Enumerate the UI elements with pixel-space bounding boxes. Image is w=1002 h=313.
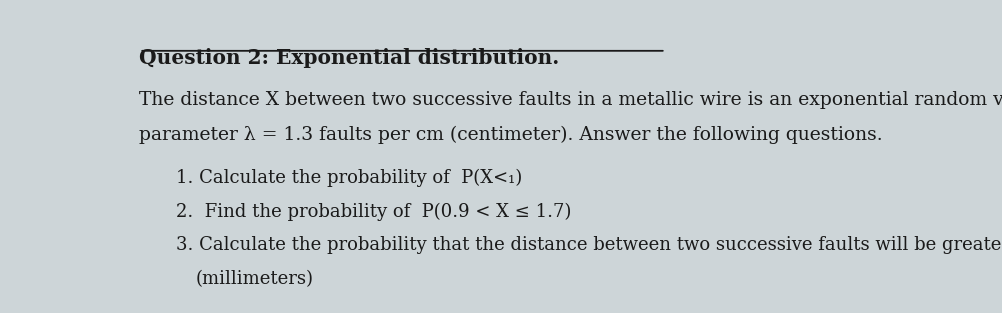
Text: (millimeters): (millimeters) bbox=[195, 270, 313, 288]
Text: 1. Calculate the probability of  P(X<₁): 1. Calculate the probability of P(X<₁) bbox=[175, 169, 522, 187]
Text: 2.  Find the probability of  P(0.9 < X ≤ 1.7): 2. Find the probability of P(0.9 < X ≤ 1… bbox=[175, 203, 571, 221]
Text: 3. Calculate the probability that the distance between two successive faults wil: 3. Calculate the probability that the di… bbox=[175, 236, 1002, 254]
Text: Question 2: Exponential distribution.: Question 2: Exponential distribution. bbox=[139, 49, 559, 69]
Text: parameter λ = 1.3 faults per cm (centimeter). Answer the following questions.: parameter λ = 1.3 faults per cm (centime… bbox=[139, 126, 882, 144]
Text: The distance X between two successive faults in a metallic wire is an exponentia: The distance X between two successive fa… bbox=[139, 90, 1002, 109]
